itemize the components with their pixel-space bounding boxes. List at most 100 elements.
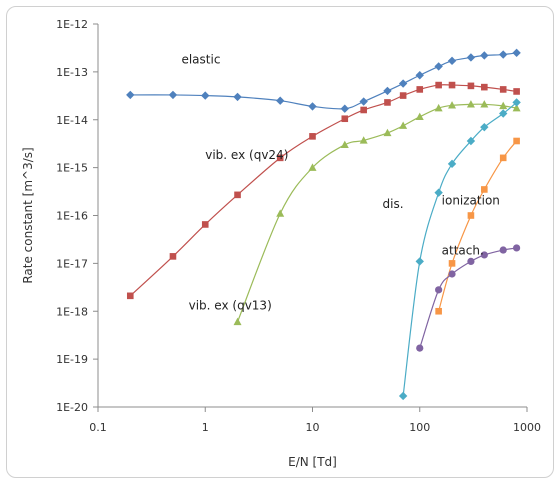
series-line <box>129 84 517 297</box>
data-point <box>480 122 489 132</box>
data-point <box>415 257 424 266</box>
data-point <box>201 221 209 228</box>
data-point <box>480 251 488 259</box>
data-point <box>447 159 457 169</box>
data-point <box>499 86 507 93</box>
series-4 <box>435 137 520 315</box>
y-tick-label: 1E-16 <box>56 210 88 223</box>
data-point <box>383 128 392 137</box>
series-3 <box>398 98 521 401</box>
data-point <box>512 98 521 107</box>
data-point <box>399 92 407 99</box>
data-point <box>448 101 457 109</box>
data-point <box>384 99 391 106</box>
data-point <box>448 81 456 89</box>
data-point <box>480 100 489 108</box>
data-point <box>499 109 508 118</box>
x-tick-label: 1000 <box>513 421 541 434</box>
series-label-attach: attach. <box>442 243 484 257</box>
data-point <box>233 92 242 102</box>
data-point <box>308 102 317 111</box>
data-point <box>276 209 285 217</box>
chart-frame <box>6 6 554 478</box>
series-5 <box>416 244 521 352</box>
data-point <box>359 136 368 144</box>
data-point <box>126 292 134 300</box>
series-label-elastic: elastic <box>181 52 220 66</box>
y-axis-label: Rate constant [m^3/s] <box>21 147 35 283</box>
y-tick-label: 1E-20 <box>56 401 88 414</box>
series-2 <box>233 100 521 326</box>
y-tick-label: 1E-15 <box>56 162 88 175</box>
data-point <box>435 81 442 89</box>
data-point <box>480 51 489 60</box>
data-point <box>512 103 521 112</box>
data-point <box>341 115 349 123</box>
data-point <box>435 307 442 315</box>
data-point <box>234 191 241 199</box>
x-tick-label: 100 <box>409 421 430 434</box>
series-1 <box>126 81 520 300</box>
data-point <box>416 86 424 93</box>
data-point <box>399 121 408 129</box>
x-tick-label: 1 <box>202 421 209 434</box>
data-point <box>434 103 443 112</box>
series-line <box>402 101 517 397</box>
data-point <box>126 90 135 100</box>
series-0 <box>126 48 521 113</box>
data-point <box>434 188 443 197</box>
data-point <box>416 344 424 352</box>
data-point <box>398 79 408 88</box>
x-axis-label: E/N [Td] <box>288 455 337 469</box>
data-point <box>467 212 475 219</box>
data-point <box>398 391 408 401</box>
data-point <box>513 88 520 95</box>
series-label-ionization: ionization <box>442 193 500 207</box>
y-tick-label: 1E-18 <box>56 305 88 318</box>
data-point <box>276 96 285 105</box>
data-point <box>434 62 443 71</box>
axes <box>97 24 527 408</box>
data-point <box>467 257 475 265</box>
data-point <box>466 136 476 146</box>
y-tick-labels: 1E-20 1E-19 1E-18 1E-17 1E-16 1E-15 1E-14 1E-13… <box>56 18 98 414</box>
x-tick-label: 0.1 <box>89 421 107 434</box>
series-label-vib-ex-qv13: vib. ex (qv13) <box>189 298 272 312</box>
data-point <box>447 56 457 66</box>
y-tick-label: 1E-12 <box>56 18 88 31</box>
data-point <box>466 100 475 108</box>
data-point <box>435 286 443 294</box>
data-point <box>233 317 242 326</box>
data-point <box>481 186 488 193</box>
data-point <box>513 244 521 252</box>
data-point <box>168 90 178 100</box>
data-point <box>169 253 177 260</box>
data-point <box>499 50 508 59</box>
data-point <box>359 97 368 106</box>
data-point <box>415 112 424 121</box>
y-tick-label: 1E-17 <box>56 257 88 270</box>
data-point <box>201 91 210 100</box>
data-point <box>467 82 475 90</box>
y-tick-label: 1E-19 <box>56 353 88 366</box>
data-point <box>448 260 456 267</box>
y-tick-label: 1E-14 <box>56 114 88 127</box>
data-point <box>308 163 317 171</box>
data-point <box>309 133 316 140</box>
data-point <box>415 71 424 80</box>
data-point <box>499 154 507 162</box>
series-label-vib-ex-qv24: vib. ex (qv24) <box>205 148 288 162</box>
series-group <box>126 48 521 401</box>
series-label-dis: dis. <box>383 197 404 211</box>
data-point <box>513 137 520 145</box>
data-point <box>360 106 367 114</box>
data-point <box>383 86 392 96</box>
data-point <box>340 104 349 113</box>
y-tick-label: 1E-13 <box>56 66 88 79</box>
data-point <box>499 101 508 110</box>
data-point <box>481 83 488 91</box>
x-tick-labels: 0.1 1 10 100 1000 <box>89 407 541 434</box>
x-tick-label: 10 <box>306 421 320 434</box>
data-point <box>448 270 456 278</box>
